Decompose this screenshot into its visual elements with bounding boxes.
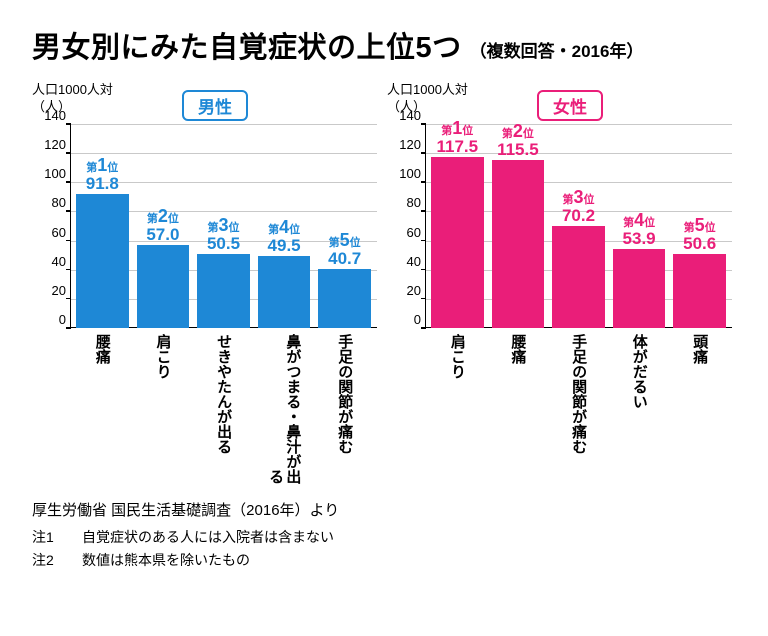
gender-badge-male: 男性 [182, 90, 248, 121]
xlabels-female: 肩こり腰痛手足の関節が痛む体がだるい頭痛 [425, 328, 732, 484]
bar-value: 70.2 [562, 206, 595, 226]
x-label: 頭痛 [673, 334, 726, 484]
x-label: せきやたんが出る [197, 334, 250, 484]
yaxis-label-line1: 人口1000人対 [387, 82, 468, 97]
x-label: 鼻がつまる・鼻汁が出る [258, 334, 311, 484]
bar [137, 245, 190, 328]
ytick-label: 60 [32, 225, 66, 240]
xlabels-male: 腰痛肩こりせきやたんが出る鼻がつまる・鼻汁が出る手足の関節が痛む [70, 328, 377, 484]
bar-column: 第3位50.5 [197, 215, 250, 328]
bar-rank: 第4位 [623, 210, 655, 231]
bar [492, 160, 545, 328]
bar [318, 269, 371, 328]
ytick-label: 60 [387, 225, 421, 240]
bar-rank: 第3位 [562, 187, 594, 208]
y-labels: 020406080100120140 [387, 116, 421, 336]
charts-container: 人口1000人対 （人） 男性 020406080100120140 第1位91… [32, 88, 736, 484]
bar [552, 226, 605, 328]
title-row: 男女別にみた自覚症状の上位5つ （複数回答・2016年） [32, 24, 736, 66]
x-label: 肩こり [137, 334, 190, 484]
x-label: 腰痛 [492, 334, 545, 484]
bar-rank: 第2位 [502, 121, 534, 142]
bar-value: 91.8 [86, 174, 119, 194]
bar-value: 117.5 [436, 137, 478, 157]
bar-column: 第5位50.6 [673, 215, 726, 328]
bar-column: 第1位91.8 [76, 155, 129, 328]
bar-value: 50.5 [207, 234, 240, 254]
plot-female: 020406080100120140 第1位117.5第2位115.5第3位70… [425, 124, 732, 328]
footer: 厚生労働省 国民生活基礎調査（2016年）より 注1 自覚症状のある人には入院者は… [32, 498, 736, 573]
bar-rank: 第1位 [86, 155, 118, 176]
ytick-label: 20 [387, 283, 421, 298]
bar-column: 第4位53.9 [613, 210, 666, 328]
ytick-label: 0 [32, 312, 66, 327]
bars-male: 第1位91.8第2位57.0第3位50.5第4位49.5第5位40.7 [70, 124, 377, 328]
ytick-label: 40 [32, 254, 66, 269]
note-key: 注2 [32, 549, 66, 573]
bar-value: 50.6 [683, 234, 716, 254]
bar-rank: 第5位 [329, 230, 361, 251]
title-main: 男女別にみた自覚症状の上位5つ [32, 24, 462, 66]
bar-rank: 第3位 [207, 215, 239, 236]
bar-column: 第1位117.5 [431, 118, 484, 328]
note-text: 数値は熊本県を除いたもの [82, 549, 250, 573]
x-label: 手足の関節が痛む [318, 334, 371, 484]
bar-rank: 第4位 [268, 217, 300, 238]
gender-badge-female: 女性 [537, 90, 603, 121]
chart-male: 人口1000人対 （人） 男性 020406080100120140 第1位91… [32, 88, 377, 484]
ytick-label: 120 [387, 137, 421, 152]
ytick-label: 0 [387, 312, 421, 327]
bar-column: 第5位40.7 [318, 230, 371, 328]
bar-column: 第4位49.5 [258, 217, 311, 328]
ytick-label: 80 [387, 195, 421, 210]
yaxis-label-line1: 人口1000人対 [32, 82, 113, 97]
bar [673, 254, 726, 328]
x-label: 体がだるい [613, 334, 666, 484]
bar [76, 194, 129, 328]
bar-column: 第3位70.2 [552, 187, 605, 328]
bar [431, 157, 484, 328]
bar-column: 第2位115.5 [492, 121, 545, 328]
ytick-label: 100 [387, 166, 421, 181]
bar [258, 256, 311, 328]
x-label: 手足の関節が痛む [552, 334, 605, 484]
x-label: 腰痛 [76, 334, 129, 484]
bar-rank: 第1位 [441, 118, 473, 139]
bar [613, 249, 666, 328]
ytick-label: 120 [32, 137, 66, 152]
bar-rank: 第5位 [684, 215, 716, 236]
plot-male: 020406080100120140 第1位91.8第2位57.0第3位50.5… [70, 124, 377, 328]
footer-notes: 注1 自覚症状のある人には入院者は含まない注2 数値は熊本県を除いたもの [32, 526, 736, 574]
footer-source: 厚生労働省 国民生活基礎調査（2016年）より [32, 498, 736, 524]
chart-female: 人口1000人対 （人） 女性 020406080100120140 第1位11… [387, 88, 732, 484]
x-label: 肩こり [431, 334, 484, 484]
bar-column: 第2位57.0 [137, 206, 190, 328]
bar [197, 254, 250, 328]
ytick-label: 20 [32, 283, 66, 298]
ytick-label: 140 [32, 108, 66, 123]
bar-value: 40.7 [328, 249, 361, 269]
ytick-label: 140 [387, 108, 421, 123]
bar-value: 115.5 [497, 140, 539, 160]
ytick-label: 80 [32, 195, 66, 210]
bar-value: 53.9 [623, 229, 656, 249]
bar-rank: 第2位 [147, 206, 179, 227]
note-text: 自覚症状のある人には入院者は含まない [82, 526, 334, 550]
bar-value: 57.0 [146, 225, 179, 245]
ytick-label: 100 [32, 166, 66, 181]
bar-value: 49.5 [268, 236, 301, 256]
footer-note: 注1 自覚症状のある人には入院者は含まない [32, 526, 736, 550]
ytick-label: 40 [387, 254, 421, 269]
footer-note: 注2 数値は熊本県を除いたもの [32, 549, 736, 573]
note-key: 注1 [32, 526, 66, 550]
bars-female: 第1位117.5第2位115.5第3位70.2第4位53.9第5位50.6 [425, 124, 732, 328]
y-labels: 020406080100120140 [32, 116, 66, 336]
title-sub: （複数回答・2016年） [470, 37, 644, 62]
